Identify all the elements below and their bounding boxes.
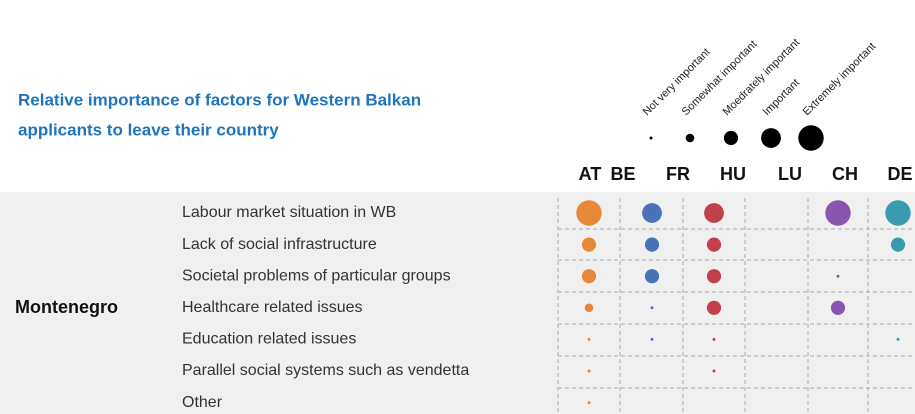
- dot: [576, 200, 602, 226]
- legend-dot: [649, 136, 653, 140]
- dot: [644, 269, 660, 284]
- dot: [644, 237, 660, 252]
- column-label: HU: [720, 164, 746, 184]
- dot: [587, 369, 591, 373]
- dot: [584, 303, 594, 313]
- dot: [704, 203, 724, 223]
- row-label: Education related issues: [182, 331, 356, 348]
- dot: [706, 237, 722, 252]
- dot: [896, 337, 900, 341]
- legend-dot: [685, 133, 695, 143]
- dot: [581, 269, 597, 284]
- legend-label: Important: [761, 77, 802, 118]
- dot: [825, 200, 851, 226]
- legend-dot: [798, 125, 824, 151]
- dot: [830, 300, 846, 315]
- dot: [706, 269, 722, 284]
- row-label: Labour market situation in WB: [182, 204, 396, 221]
- legend-label: Not very important: [641, 46, 713, 118]
- dot: [587, 401, 591, 405]
- row-label: Other: [182, 394, 223, 411]
- dot: [650, 306, 654, 310]
- legend-label: Moedrately important: [721, 37, 803, 119]
- dot: [642, 203, 662, 223]
- legend-dot: [761, 128, 781, 148]
- chart-title: Relative importance of factors for Weste…: [18, 90, 421, 109]
- dot: [885, 200, 911, 226]
- dot: [706, 300, 722, 315]
- row-label: Healthcare related issues: [182, 299, 363, 316]
- row-label: Lack of social infrastructure: [182, 236, 377, 253]
- row-label: Societal problems of particular groups: [182, 267, 451, 284]
- legend-label: Extremely important: [801, 41, 879, 119]
- dot: [712, 337, 716, 341]
- dot: [890, 237, 906, 252]
- row-label: Parallel social systems such as vendetta: [182, 362, 469, 379]
- legend-dot: [723, 130, 739, 146]
- column-label: CH: [832, 164, 858, 184]
- group-label: Montenegro: [15, 297, 118, 317]
- column-label: AT: [579, 164, 602, 184]
- column-label: BE: [610, 164, 635, 184]
- table-band: [0, 192, 915, 414]
- column-label: FR: [666, 164, 690, 184]
- dot: [712, 369, 716, 373]
- chart-title: applicants to leave their country: [18, 120, 279, 139]
- column-label: LU: [778, 164, 802, 184]
- legend-label: Somewhat important: [680, 38, 760, 118]
- dot: [650, 337, 654, 341]
- dot: [587, 337, 591, 341]
- dot: [836, 274, 840, 278]
- column-label: DE: [887, 164, 912, 184]
- dot: [581, 237, 597, 252]
